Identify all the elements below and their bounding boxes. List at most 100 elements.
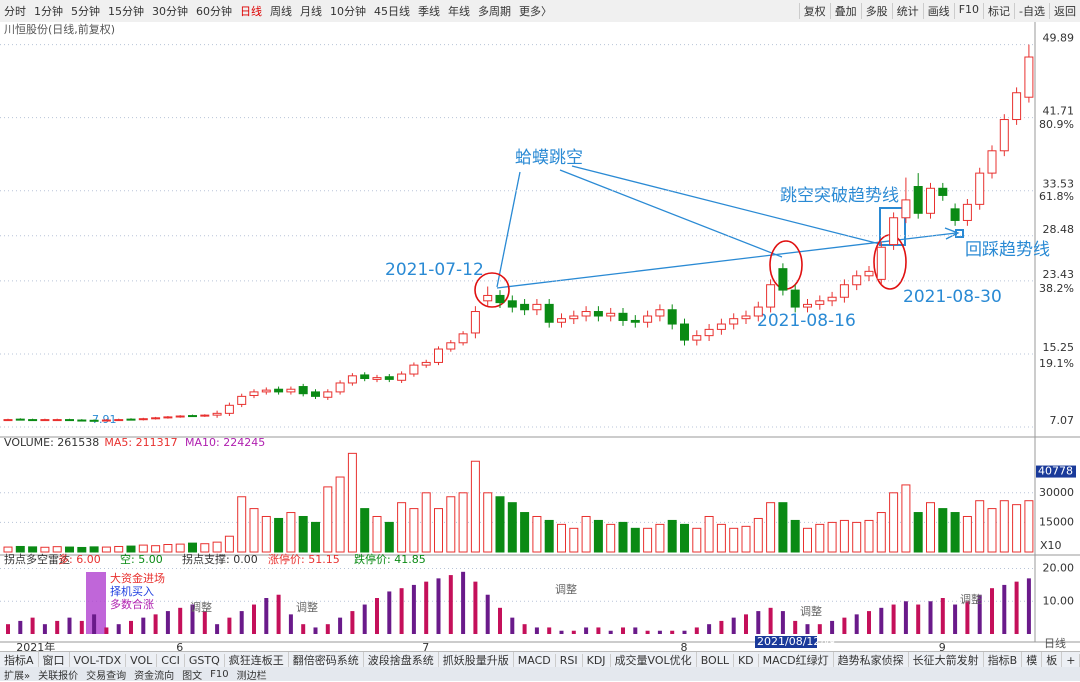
indicator-tab[interactable]: 长征大箭发射 — [909, 652, 984, 668]
period-tab[interactable]: 30分钟 — [152, 5, 188, 18]
legend-entry: 多数合涨 — [110, 597, 154, 611]
indicator-bar — [867, 611, 871, 634]
candle-body — [286, 388, 296, 393]
tool-button[interactable]: 统计 — [891, 3, 923, 19]
indicator-tab[interactable]: MACD — [514, 653, 556, 667]
indicator-tab[interactable]: BOLL — [697, 653, 734, 667]
period-tab[interactable]: 季线 — [418, 5, 440, 18]
indicator-tab[interactable]: KD — [734, 653, 759, 667]
bottom-tab[interactable]: 测边栏 — [236, 670, 267, 682]
candle-body — [483, 294, 493, 302]
bottom-bar: 扩展» 关联报价 交易查询 资金流向 图文 F10 测边栏 — [0, 667, 1080, 682]
volume-bar — [421, 492, 431, 553]
tool-button[interactable]: 返回 — [1049, 3, 1080, 19]
indicator-tab[interactable]: 窗口 — [39, 652, 70, 668]
candle-body — [680, 323, 689, 341]
volume-header: VOLUME: 261538 — [4, 436, 99, 449]
volume-bar — [532, 515, 542, 553]
volume-bar — [434, 508, 443, 553]
tool-button[interactable]: 标记 — [983, 3, 1014, 19]
indicator-tab[interactable]: 疯狂连板王 — [225, 652, 289, 668]
period-tab[interactable]: 10分钟 — [330, 5, 366, 18]
indicator-bar — [104, 627, 109, 634]
volume-bar — [581, 515, 591, 553]
period-tab[interactable]: 5分钟 — [71, 5, 100, 18]
volume-bar — [901, 484, 911, 553]
volume-bar — [643, 527, 653, 553]
bottom-tab[interactable]: F10 — [210, 668, 229, 680]
period-tab[interactable]: 更多〉 — [519, 5, 552, 18]
indicator-tab[interactable]: GSTQ — [185, 653, 225, 667]
period-tabs: 分时 1分钟 5分钟 15分钟 30分钟 60分钟 日线 周线 月线 10分钟 45日线 季线 年线 多周… — [0, 3, 556, 19]
indicator-bar — [461, 571, 466, 634]
indicator-tab[interactable]: 成交量VOL优化 — [611, 652, 697, 668]
period-tab[interactable]: 60分钟 — [196, 5, 232, 18]
period-tab[interactable]: 45日线 — [374, 5, 410, 18]
period-tab[interactable]: 分时 — [4, 5, 26, 18]
tool-button[interactable]: 多股 — [860, 3, 892, 19]
indicator-bar — [178, 607, 183, 634]
indicator-tab[interactable]: 波段捨盘系统 — [364, 652, 439, 668]
volume-bar — [999, 500, 1009, 553]
indicator-tab[interactable]: 模 — [1022, 652, 1043, 668]
indicator-bar — [276, 594, 281, 634]
candle-body — [15, 418, 25, 421]
tool-button[interactable]: 复权 — [798, 3, 830, 19]
indicator-tab[interactable]: 趋势私家侦探 — [834, 652, 909, 668]
period-tab[interactable]: 年线 — [448, 5, 470, 18]
indicator-bar — [916, 604, 921, 634]
volume-bar — [52, 546, 62, 553]
indicator-bar — [990, 588, 994, 634]
indicator-tab[interactable]: + — [1062, 653, 1080, 667]
indicator-tab[interactable]: VOL-TDX — [70, 653, 127, 667]
indicator-bar — [596, 627, 601, 634]
candle-body — [421, 361, 431, 366]
volume-bar — [138, 544, 148, 553]
indicator-tab[interactable]: 指标B — [984, 652, 1023, 668]
bottom-tab[interactable]: 资金流向 — [134, 670, 175, 682]
indicator-tab[interactable]: 指标A — [0, 652, 39, 668]
tool-button[interactable]: F10 — [953, 3, 983, 19]
indicator-tab[interactable]: VOL — [126, 653, 158, 667]
note: 调整 — [960, 592, 982, 606]
indicator-tab[interactable]: KDJ — [583, 653, 611, 667]
indicator-bar — [670, 630, 675, 634]
candle-body — [581, 311, 591, 317]
volume-bar — [212, 541, 222, 553]
bottom-tab[interactable]: 交易查询 — [86, 670, 127, 682]
indicator-tab[interactable]: MACD红绿灯 — [759, 652, 834, 668]
period-tab[interactable]: 月线 — [300, 5, 322, 18]
indicator-tab[interactable]: RSI — [556, 653, 583, 667]
candle-body — [212, 412, 222, 416]
indicator-tab[interactable]: CCI — [157, 653, 185, 667]
bottom-tab[interactable]: 关联报价 — [38, 670, 79, 682]
bottom-tab[interactable]: 图文 — [182, 670, 203, 682]
indicator-bar — [79, 620, 84, 634]
indicator-bar — [215, 624, 220, 634]
period-tab[interactable]: 日线 — [240, 5, 262, 18]
indicator-tab[interactable]: 抓妖股量升版 — [439, 652, 514, 668]
candle-body — [101, 419, 111, 422]
tool-button[interactable]: 叠加 — [829, 3, 861, 19]
candle-body — [114, 419, 124, 422]
indicator-tab[interactable]: 翻倍密码系统 — [289, 652, 364, 668]
tool-button[interactable]: -自选 — [1014, 3, 1049, 19]
indicator-bar — [522, 624, 527, 634]
period-tab[interactable]: 15分钟 — [108, 5, 144, 18]
period-tab[interactable]: 周线 — [270, 5, 292, 18]
volume-bar — [680, 523, 689, 553]
indicator-bar — [399, 588, 404, 634]
indicator-tab[interactable]: 板 — [1042, 652, 1063, 668]
volume-bar — [470, 460, 480, 553]
candle-body — [544, 303, 554, 323]
bottom-tab[interactable]: 扩展» — [4, 670, 31, 682]
tool-button[interactable]: 画线 — [922, 3, 954, 19]
indicator-bar — [202, 611, 207, 634]
candle-body — [138, 418, 148, 421]
period-tab[interactable]: 多周期 — [478, 5, 511, 18]
period-tab[interactable]: 1分钟 — [34, 5, 63, 18]
candle-body — [655, 309, 665, 317]
candle-body — [606, 312, 616, 317]
candle-body — [311, 391, 320, 397]
volume-bar — [716, 523, 726, 553]
